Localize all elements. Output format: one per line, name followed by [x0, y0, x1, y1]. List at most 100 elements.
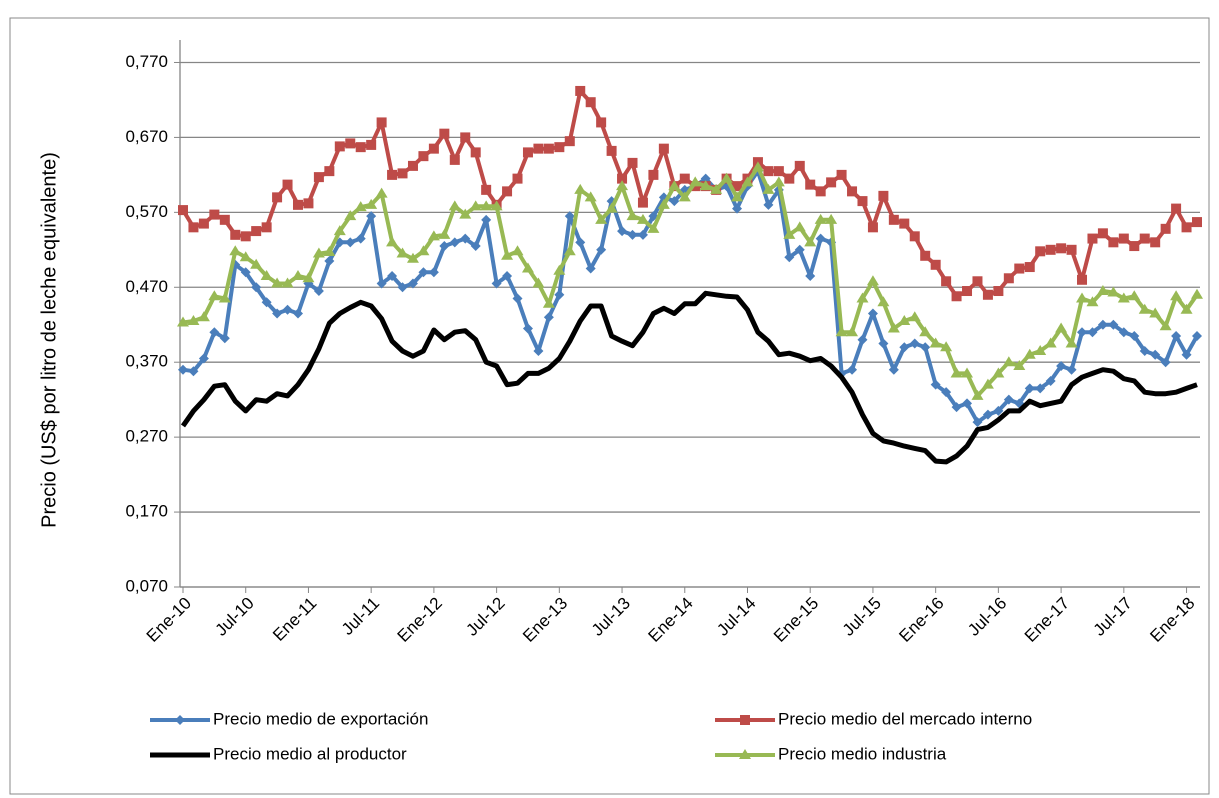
point [951, 402, 962, 413]
point [188, 366, 199, 377]
point [460, 132, 471, 143]
point [1087, 327, 1098, 338]
point [376, 278, 387, 289]
point [344, 210, 357, 221]
point [878, 338, 889, 349]
point [710, 183, 723, 194]
point [459, 208, 472, 219]
point [1171, 203, 1182, 214]
point [438, 228, 451, 239]
point [208, 290, 221, 301]
point [1160, 223, 1171, 234]
point [804, 236, 817, 247]
legend-marker [175, 715, 185, 725]
point [418, 151, 429, 162]
point [260, 270, 273, 281]
point [209, 209, 220, 220]
point [731, 191, 744, 202]
point [543, 143, 554, 154]
point [930, 379, 941, 390]
point [333, 225, 346, 236]
point [637, 197, 648, 208]
point [397, 282, 408, 293]
point [512, 293, 523, 304]
series-line [180, 290, 1198, 465]
point [407, 160, 418, 171]
point [239, 251, 252, 262]
point [355, 142, 366, 153]
point [940, 341, 953, 352]
point [198, 353, 209, 364]
point [877, 296, 890, 307]
point [261, 297, 272, 308]
point [1096, 285, 1109, 296]
point [815, 186, 826, 197]
point [406, 252, 419, 263]
point [887, 322, 900, 333]
point [481, 214, 492, 225]
point [962, 398, 973, 409]
point [773, 166, 784, 177]
point [1150, 349, 1161, 360]
point [669, 196, 680, 207]
point [240, 267, 251, 278]
point [449, 237, 460, 248]
point [345, 237, 356, 248]
y-tick-label: 0,570 [125, 202, 168, 221]
point [1171, 330, 1182, 341]
point [888, 214, 899, 225]
point [324, 256, 335, 267]
point [521, 262, 534, 273]
point [407, 278, 418, 289]
point [1159, 320, 1172, 331]
point [846, 326, 859, 337]
point [198, 218, 209, 229]
point [197, 311, 210, 322]
point [1024, 383, 1035, 394]
legend-label: Precio medio del mercado interno [778, 709, 1032, 728]
point [543, 312, 554, 323]
point [302, 272, 315, 283]
point [899, 218, 910, 229]
point [1108, 237, 1119, 248]
point [553, 264, 566, 275]
point [647, 222, 660, 233]
point [888, 364, 899, 375]
point [365, 198, 378, 209]
point [857, 334, 868, 345]
point [678, 191, 691, 202]
point [825, 213, 838, 224]
point [282, 179, 293, 190]
point [345, 138, 356, 149]
point [439, 241, 450, 252]
point [1160, 357, 1171, 368]
point [1056, 243, 1067, 254]
point [972, 276, 983, 287]
point [533, 143, 544, 154]
point [313, 286, 324, 297]
point [366, 211, 377, 222]
point [303, 198, 314, 209]
point [1118, 233, 1129, 244]
point [469, 200, 482, 211]
point [585, 263, 596, 274]
point [1139, 345, 1150, 356]
point [1181, 349, 1192, 360]
point [554, 289, 565, 300]
point [1045, 375, 1056, 386]
point [1192, 217, 1202, 228]
point [826, 177, 837, 188]
point [1044, 337, 1057, 348]
point [961, 367, 974, 378]
point [626, 210, 639, 221]
point [1117, 292, 1130, 303]
point [271, 277, 284, 288]
point [627, 229, 638, 240]
y-tick-label: 0,170 [125, 502, 168, 521]
point [1077, 327, 1088, 338]
point [375, 187, 388, 198]
point [981, 378, 994, 389]
point [732, 203, 743, 214]
point [805, 271, 816, 282]
point [856, 292, 869, 303]
